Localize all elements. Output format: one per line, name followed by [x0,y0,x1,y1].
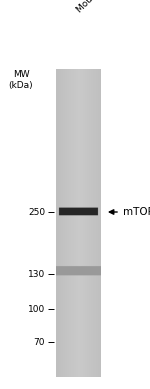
Text: Mouse brain: Mouse brain [75,0,121,14]
Text: mTOR: mTOR [123,207,150,217]
Text: MW
(kDa): MW (kDa) [9,70,33,90]
Text: 130: 130 [28,270,45,279]
Text: 250: 250 [28,207,45,217]
Text: 70: 70 [33,338,45,347]
Text: 100: 100 [28,305,45,314]
